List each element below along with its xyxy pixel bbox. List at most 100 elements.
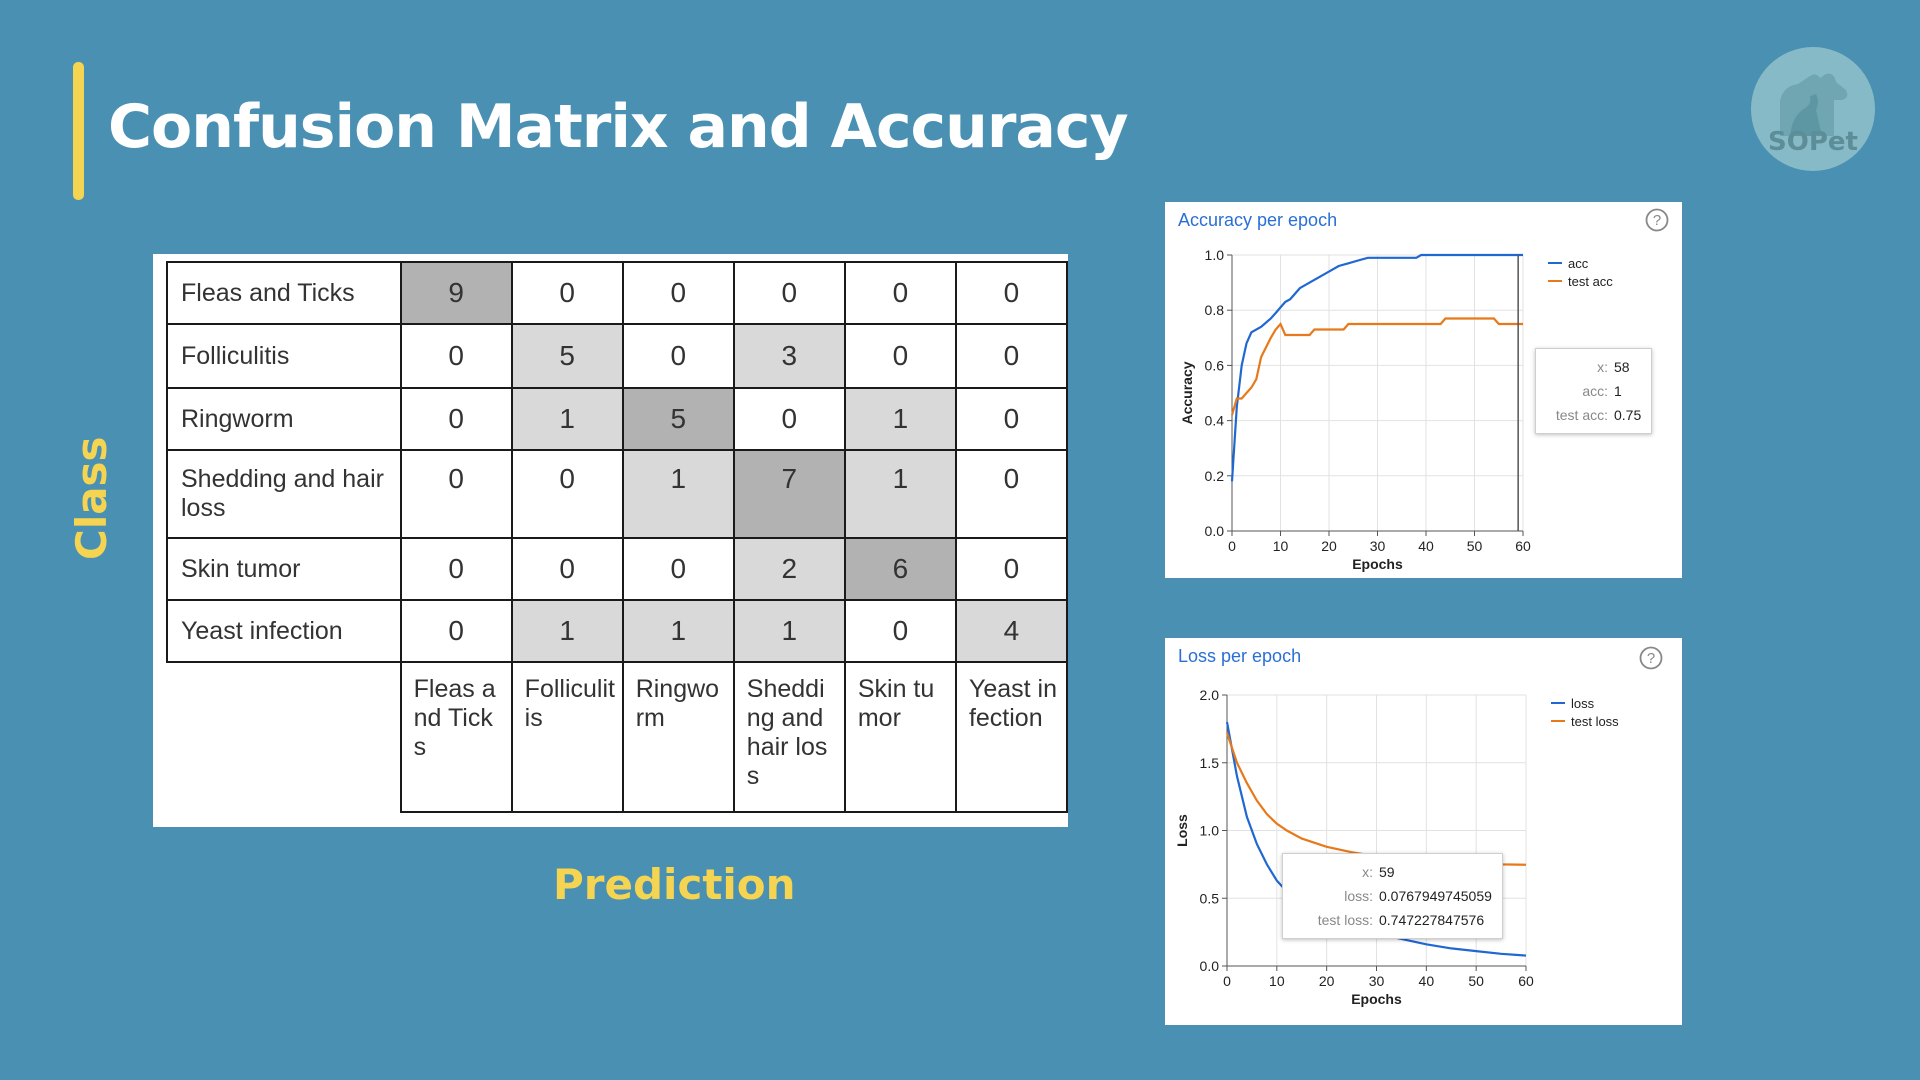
matrix-row: Ringworm 0 1 5 0 1 0	[166, 387, 1069, 451]
confusion-matrix-table: Fleas and Ticks 9 0 0 0 0 0 Folliculitis 0 5 0 3 0 0 R…	[166, 261, 1069, 813]
y-tick-label: 1.0	[1200, 823, 1220, 839]
matrix-cell: 0	[954, 449, 1069, 539]
matrix-cell: 9	[399, 261, 513, 325]
tooltip-acc-key: acc:	[1582, 383, 1608, 399]
accuracy-tooltip: x: 58 acc: 1 test acc: 0.75	[1535, 348, 1653, 434]
matrix-cell: 2	[732, 537, 846, 601]
x-tick-label: 30	[1369, 973, 1385, 989]
matrix-cell: 0	[510, 537, 624, 601]
y-tick-label: 2.0	[1200, 687, 1220, 703]
matrix-row-label: Shedding and hair loss	[166, 449, 402, 539]
tooltip-x-key: x:	[1362, 864, 1373, 880]
matrix-cell: 0	[954, 387, 1069, 451]
help-icon[interactable]: ?	[1645, 208, 1669, 232]
matrix-column-label: Folliculitis	[510, 661, 624, 813]
y-tick-label: 1.5	[1200, 755, 1220, 771]
matrix-cell: 1	[621, 449, 735, 539]
loss-tooltip: x: 59 loss: 0.0767949745059 test loss: 0.74…	[1282, 853, 1503, 939]
tooltip-test-acc-key: test acc:	[1555, 407, 1608, 423]
series-line-test-loss	[1225, 732, 1527, 866]
y-tick-label: 0.6	[1205, 357, 1225, 373]
y-tick-label: 0.5	[1200, 890, 1220, 906]
y-tick-label: 0.0	[1205, 523, 1225, 539]
matrix-cell: 0	[510, 261, 624, 325]
matrix-cell: 0	[732, 387, 846, 451]
matrix-cell: 1	[843, 449, 957, 539]
matrix-row: Skin tumor 0 0 0 2 6 0	[166, 537, 1069, 601]
x-tick-label: 50	[1468, 973, 1484, 989]
matrix-cell: 5	[510, 323, 624, 389]
matrix-cell: 1	[621, 599, 735, 663]
legend-entry: loss	[1571, 696, 1595, 711]
matrix-cell: 0	[621, 261, 735, 325]
help-icon[interactable]: ?	[1639, 646, 1663, 670]
x-tick-label: 60	[1515, 538, 1531, 554]
y-axis-title: Accuracy	[1179, 361, 1195, 424]
series-line-test-acc	[1230, 317, 1523, 416]
matrix-cell: 5	[621, 387, 735, 451]
loss-chart-panel: Loss per epoch ? 0 10 20 30 40 50 60 0.0 0.5 1.0 1…	[1165, 638, 1682, 1025]
matrix-cell: 0	[621, 537, 735, 601]
matrix-column-label: Skin tumor	[843, 661, 957, 813]
x-axis-title: Epochs	[1351, 991, 1402, 1007]
matrix-column-label: Yeast infection	[954, 661, 1069, 813]
series-line-acc	[1230, 253, 1523, 482]
tooltip-test-acc-value: 0.75	[1614, 407, 1642, 423]
svg-text:?: ?	[1653, 212, 1661, 229]
matrix-cell: 1	[732, 599, 846, 663]
y-tick-label: 0.8	[1205, 302, 1225, 318]
x-axis-title: Epochs	[1352, 556, 1403, 572]
tooltip-x-value: 59	[1379, 864, 1395, 880]
matrix-cell: 0	[732, 261, 846, 325]
tooltip-x-value: 58	[1614, 359, 1630, 375]
tooltip-acc-value: 1	[1614, 383, 1622, 399]
loss-chart-title: Loss per epoch	[1178, 646, 1302, 666]
accuracy-chart-panel: Accuracy per epoch ? 0 10 20 30 40 50 60 0.0 0.2…	[1165, 202, 1682, 578]
matrix-cell: 0	[399, 323, 513, 389]
legend-entry: test loss	[1571, 714, 1619, 729]
matrix-cell: 6	[843, 537, 957, 601]
y-tick-label: 1.0	[1205, 247, 1225, 263]
matrix-cell: 0	[954, 323, 1069, 389]
tooltip-test-loss-key: test loss:	[1317, 912, 1373, 928]
y-tick-label: 0.0	[1200, 958, 1220, 974]
x-tick-label: 20	[1321, 538, 1337, 554]
matrix-cell: 0	[843, 599, 957, 663]
matrix-row: Fleas and Ticks 9 0 0 0 0 0	[166, 261, 1069, 325]
matrix-row-label: Ringworm	[166, 387, 402, 451]
matrix-cell: 0	[954, 537, 1069, 601]
matrix-corner	[167, 661, 402, 812]
tooltip-loss-value: 0.0767949745059	[1379, 888, 1492, 904]
matrix-cell: 0	[621, 323, 735, 389]
matrix-cell: 7	[732, 449, 846, 539]
x-tick-label: 50	[1467, 538, 1483, 554]
matrix-cell: 4	[954, 599, 1069, 663]
matrix-cell: 0	[399, 449, 513, 539]
matrix-row-label: Fleas and Ticks	[166, 261, 402, 325]
y-axis-title: Loss	[1174, 814, 1190, 847]
tooltip-test-loss-value: 0.747227847576	[1379, 912, 1485, 928]
matrix-row: Yeast infection 0 1 1 1 0 4	[166, 599, 1069, 663]
x-tick-label: 10	[1269, 973, 1285, 989]
confusion-matrix-panel: Fleas and Ticks 9 0 0 0 0 0 Folliculitis 0 5 0 3 0 0 R…	[153, 254, 1069, 827]
matrix-row-label: Skin tumor	[166, 537, 402, 601]
tooltip-loss-key: loss:	[1344, 888, 1373, 904]
x-tick-label: 40	[1418, 538, 1434, 554]
matrix-row-label: Folliculitis	[166, 323, 402, 389]
matrix-cell: 0	[399, 599, 513, 663]
matrix-cell: 0	[843, 323, 957, 389]
x-tick-label: 20	[1319, 973, 1335, 989]
matrix-column-label: Fleas and Ticks	[399, 661, 513, 813]
matrix-cell: 3	[732, 323, 846, 389]
x-tick-label: 0	[1223, 973, 1231, 989]
matrix-cell: 0	[954, 261, 1069, 325]
prediction-axis-label: Prediction	[553, 860, 796, 909]
loss-chart: 0 10 20 30 40 50 60 0.0 0.5 1.0 1.5 2.0 Epochs Loss lo…	[1174, 687, 1619, 1007]
svg-text:?: ?	[1647, 650, 1655, 667]
x-tick-label: 60	[1518, 973, 1534, 989]
matrix-cell: 0	[843, 261, 957, 325]
matrix-row: Shedding and hair loss 0 0 1 7 1 0	[166, 449, 1069, 539]
sopet-logo: SOPet	[1750, 46, 1876, 172]
matrix-cell: 1	[843, 387, 957, 451]
matrix-column-labels-row: Fleas and Ticks Folliculitis Ringworm Shedd…	[167, 661, 1069, 813]
